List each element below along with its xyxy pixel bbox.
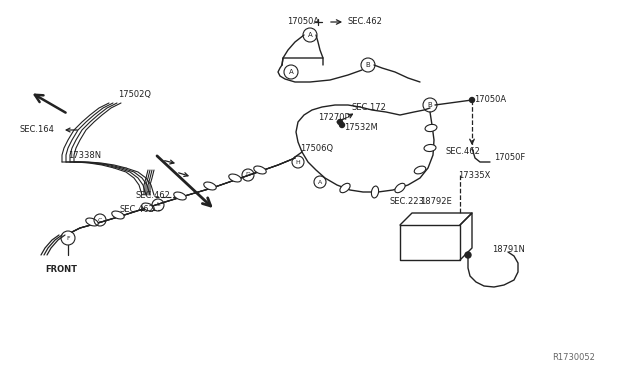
- Text: C: C: [98, 218, 102, 222]
- Ellipse shape: [204, 182, 216, 190]
- Text: 17335X: 17335X: [458, 170, 490, 180]
- Text: A: A: [318, 180, 322, 185]
- Text: 18792E: 18792E: [420, 198, 452, 206]
- Ellipse shape: [340, 183, 350, 193]
- Text: SEC.462: SEC.462: [347, 17, 382, 26]
- Text: 17050A: 17050A: [474, 96, 506, 105]
- Circle shape: [339, 122, 344, 128]
- Ellipse shape: [254, 166, 266, 174]
- Text: SEC.462: SEC.462: [135, 190, 170, 199]
- Text: SEC.164: SEC.164: [20, 125, 55, 135]
- Text: 18791N: 18791N: [492, 246, 525, 254]
- Circle shape: [337, 119, 342, 125]
- Ellipse shape: [86, 218, 98, 226]
- Text: B: B: [428, 102, 433, 108]
- Text: L: L: [156, 202, 160, 208]
- Text: 17270P: 17270P: [318, 113, 349, 122]
- Circle shape: [465, 252, 471, 258]
- Text: SEC.462: SEC.462: [445, 148, 480, 157]
- Ellipse shape: [395, 183, 405, 193]
- Text: 17532M: 17532M: [344, 124, 378, 132]
- Ellipse shape: [174, 192, 186, 200]
- Text: F: F: [66, 235, 70, 241]
- Text: 17050F: 17050F: [494, 154, 525, 163]
- Ellipse shape: [112, 211, 124, 219]
- Text: FRONT: FRONT: [45, 266, 77, 275]
- Text: 17502Q: 17502Q: [118, 90, 151, 99]
- Circle shape: [470, 97, 474, 103]
- Ellipse shape: [424, 144, 436, 151]
- Ellipse shape: [371, 186, 379, 198]
- Text: 17338N: 17338N: [68, 151, 101, 160]
- Text: SEC.223: SEC.223: [390, 198, 425, 206]
- Ellipse shape: [425, 124, 437, 132]
- Text: D: D: [246, 173, 250, 177]
- Text: A: A: [289, 69, 293, 75]
- Ellipse shape: [142, 203, 154, 211]
- Ellipse shape: [228, 174, 241, 182]
- Text: 17506Q: 17506Q: [300, 144, 333, 153]
- Ellipse shape: [414, 166, 426, 174]
- Text: SEC.172: SEC.172: [352, 103, 387, 112]
- Text: A: A: [308, 32, 312, 38]
- Text: R1730052: R1730052: [552, 353, 595, 362]
- Text: B: B: [365, 62, 371, 68]
- Text: SEC.462: SEC.462: [120, 205, 155, 215]
- Text: H: H: [296, 160, 300, 164]
- Text: 17050A: 17050A: [287, 17, 319, 26]
